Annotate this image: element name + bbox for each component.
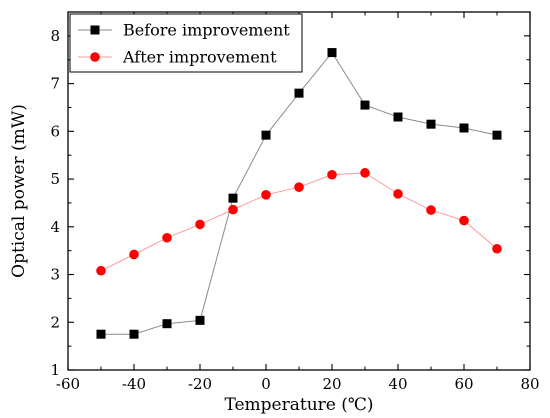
data-point-before [261,130,271,140]
data-point-after [261,190,271,200]
data-point-after [393,189,403,199]
x-tick-label: 20 [322,375,341,393]
data-point-before [228,193,238,203]
legend-box [69,13,303,73]
legend-label: Before improvement [123,21,290,40]
data-point-after [459,215,469,226]
y-tick-label: 1 [50,361,60,379]
legend-marker-circle [90,52,100,62]
data-point-after [195,219,205,230]
tick-labels: -60 -40 -20 0 20 40 60 80 1 2 3 4 5 6 7 8 [50,27,539,393]
x-tick-label: -20 [188,375,212,393]
data-point-before [492,130,502,140]
y-tick-label: 6 [50,122,60,140]
x-tick-label: -40 [122,375,146,393]
data-point-after [228,204,238,215]
x-tick-label: 40 [388,375,407,393]
data-point-before [327,48,337,58]
data-point-before [360,100,370,110]
data-point-before [129,329,139,339]
data-point-after [360,168,370,178]
y-tick-label: 7 [50,75,60,93]
y-tick-label: 3 [50,266,60,284]
y-tick-label: 4 [50,218,60,236]
data-point-after [294,182,304,192]
data-point-after [426,205,436,215]
y-tick-label: 2 [50,313,60,331]
data-point-before [195,315,205,325]
x-tick-label: 80 [520,375,539,393]
data-point-after [492,243,502,254]
x-tick-label: 0 [261,375,271,393]
data-point-after [129,249,139,260]
legend: Before improvement After improvement [69,13,303,73]
data-point-before [162,319,172,329]
data-point-before [426,119,436,129]
legend-label: After improvement [122,48,277,67]
data-point-after [162,232,172,243]
y-tick-label: 5 [50,170,60,188]
y-axis-title: Optical power (mW) [9,104,29,278]
y-tick-label: 8 [50,27,60,45]
x-axis-title: Temperature (℃) [224,395,373,415]
data-point-after [327,169,337,180]
data-point-before [459,123,469,133]
data-point-before [393,112,403,122]
x-tick-label: 60 [454,375,473,393]
x-tick-label: -60 [56,375,80,393]
data-point-after [96,265,106,276]
data-point-before [294,88,304,98]
data-point-before [96,329,106,339]
series-markers [96,48,502,339]
legend-marker-square [90,25,100,35]
plot-frame [67,11,531,371]
